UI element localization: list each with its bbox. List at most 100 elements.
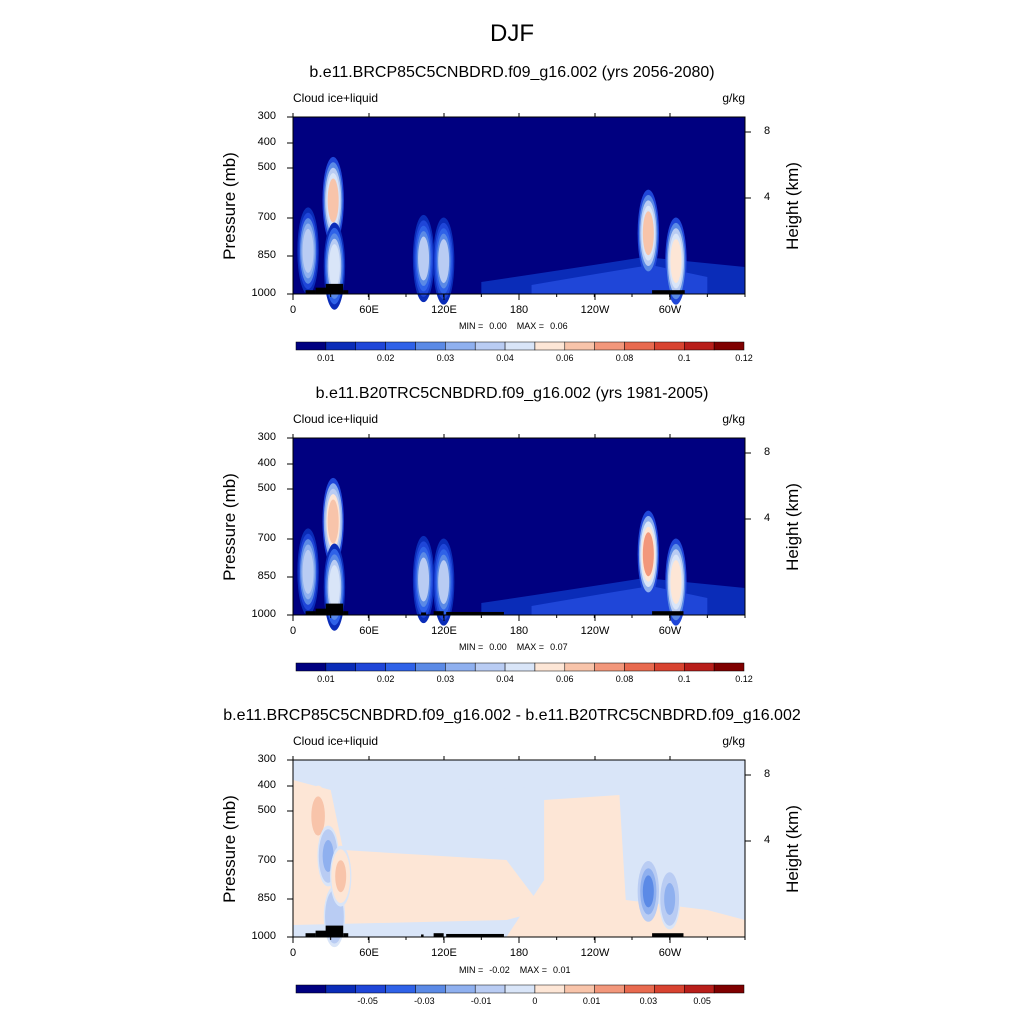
y-right-tick-label: 8 [764,768,771,780]
colorbar-swatch [295,341,327,351]
x-tick-label: 180 [509,947,529,959]
x-tick-label: 60W [658,304,682,316]
terrain-mask [343,611,349,615]
terrain-mask [305,290,316,294]
max-label: MAX = [516,321,545,331]
colorbar-swatch [355,341,386,351]
x-tick-label: 180 [509,304,529,316]
min-max-readout: MIN = -0.02 MAX = 0.01 [459,965,577,975]
y-right-tick-label: 4 [764,834,771,846]
y-tick-label: 500 [257,482,276,494]
cloud-feature [418,236,430,281]
colorbar-swatch [504,341,536,351]
cloud-feature [327,499,339,544]
colorbar-swatch [624,662,655,672]
y-tick-label: 400 [257,457,276,469]
colorbar-label: -0.01 [470,996,492,1006]
colorbar-label: 0.01 [317,674,335,684]
y-tick-label: 850 [257,249,276,261]
min-max-readout: MIN = 0.00 MAX = 0.06 [459,321,574,331]
max-value: 0.06 [550,321,568,331]
cloud-feature [438,239,450,284]
colorbar-swatch [445,662,476,672]
colorbar-label: 0.06 [556,674,574,684]
colorbar-swatch [654,984,685,994]
cloud-feature [438,560,450,605]
colorbar-swatch [445,984,476,994]
y-axis-right-title: Height (km) [783,161,802,250]
y-axis-title: Pressure (mb) [220,472,239,581]
colorbar-swatch [385,662,416,672]
x-tick-label: 0 [289,304,297,316]
colorbar-swatch [385,341,416,351]
y-axis-right-title: Height (km) [783,804,802,893]
y-tick-label: 400 [257,779,276,791]
terrain-mask [652,611,684,615]
low-cloud-band-core [531,265,708,294]
terrain-mask [343,290,349,294]
colorbar-label: 0.05 [693,996,711,1006]
y-right-tick-label: 4 [764,512,771,524]
colorbar-swatch [684,984,715,994]
colorbar-label: 0 [532,996,538,1006]
y-tick-label: 1000 [251,930,276,942]
y-right-tick-label: 4 [764,191,771,203]
min-value: -0.02 [489,965,510,975]
cloud-feature [302,549,314,594]
x-tick-label: 0 [289,625,297,637]
colorbar-label: 0.12 [735,674,753,684]
panel-title: b.e11.BRCP85C5CNBDRD.f09_g16.002 - b.e11… [223,707,801,724]
min-label: MIN = [459,321,484,331]
x-tick-label: 60E [359,947,379,959]
colorbar-swatch [713,662,745,672]
colorbar-swatch [415,341,446,351]
y-tick-label: 300 [257,753,276,765]
terrain-mask [325,603,344,615]
cloud-feature [328,244,340,289]
colorbar-label: 0.12 [735,353,753,363]
colorbar-label: 0.01 [317,353,335,363]
y-axis-right-title: Height (km) [783,482,802,571]
terrain-mask [421,612,427,615]
y-axis-title: Pressure (mb) [220,794,239,903]
colorbar-swatch [534,984,566,994]
y-tick-label: 700 [257,532,276,544]
colorbar-label: 0.01 [582,996,601,1006]
colorbar-swatch [504,662,536,672]
colorbar-swatch [325,984,356,994]
min-label: MIN = [459,642,484,652]
x-tick-label: 180 [509,625,529,637]
colorbar-swatch [624,984,655,994]
terrain-mask [305,611,316,615]
terrain-mask [433,933,444,937]
panel-title: b.e11.B20TRC5CNBDRD.f09_g16.002 (yrs 198… [315,385,709,402]
min-label: MIN = [459,965,484,975]
colorbar-swatch [564,662,595,672]
y-tick-label: 500 [257,161,276,173]
colorbar-swatch [295,662,327,672]
terrain-mask [343,933,349,937]
colorbar-label: 0.1 [678,674,691,684]
panel-left-label: Cloud ice+liquid [293,412,379,426]
colorbar-swatch [713,984,745,994]
y-tick-label: 700 [257,854,276,866]
cloud-feature [642,532,654,577]
cloud-feature [670,239,682,284]
cloud-feature [322,840,334,872]
colorbar-label: 0.02 [376,674,395,684]
difference-region-pos [293,780,545,925]
y-tick-label: 400 [257,136,276,148]
colorbar-swatch [445,341,476,351]
cloud-feature [327,178,339,223]
x-tick-label: 60E [359,304,379,316]
colorbar-swatch [415,662,446,672]
colorbar-swatch [564,341,595,351]
min-value: 0.00 [489,321,507,331]
colorbar-swatch [474,662,506,672]
terrain-mask [325,925,344,937]
y-tick-label: 850 [257,892,276,904]
colorbar-label: 0.06 [556,353,574,363]
difference-region-pos [506,795,745,937]
panel-1 [287,113,751,351]
colorbar-swatch [474,341,506,351]
